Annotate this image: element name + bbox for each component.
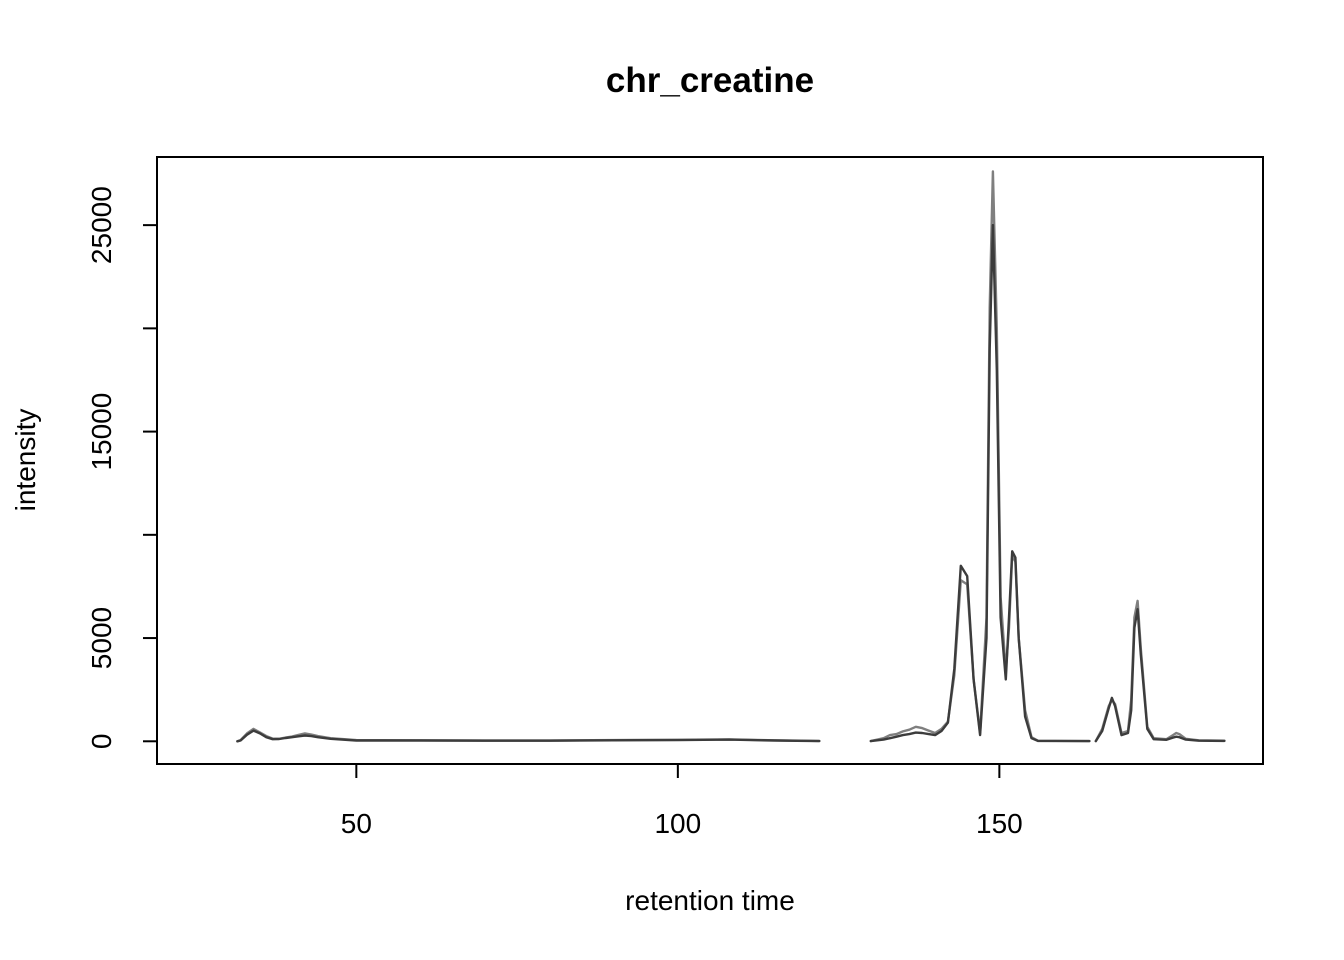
x-tick-label: 150 [976, 808, 1023, 839]
series-1-trace-segment-3 [1094, 599, 1226, 743]
series-2-trace-segment-3 [1094, 608, 1226, 743]
y-axis: 0 5000 15000 25000 [86, 186, 158, 750]
y-tick-label: 15000 [86, 393, 117, 471]
y-tick-label: 25000 [86, 186, 117, 264]
x-axis: 50 100 150 [341, 763, 1023, 839]
y-tick-label: 5000 [86, 607, 117, 669]
series-2-trace-segment-2 [869, 223, 1091, 743]
series-2-trace-segment-1 [236, 729, 821, 743]
x-tick-label: 50 [341, 808, 372, 839]
series-1-trace-segment-2 [869, 170, 1091, 743]
chart-title: chr_creatine [606, 61, 814, 100]
y-tick-label: 0 [86, 734, 117, 750]
plot-area [236, 170, 1226, 743]
x-tick-label: 100 [654, 808, 701, 839]
plot-frame [156, 156, 1264, 765]
y-axis-label: intensity [10, 409, 41, 512]
x-axis-label: retention time [625, 885, 795, 916]
